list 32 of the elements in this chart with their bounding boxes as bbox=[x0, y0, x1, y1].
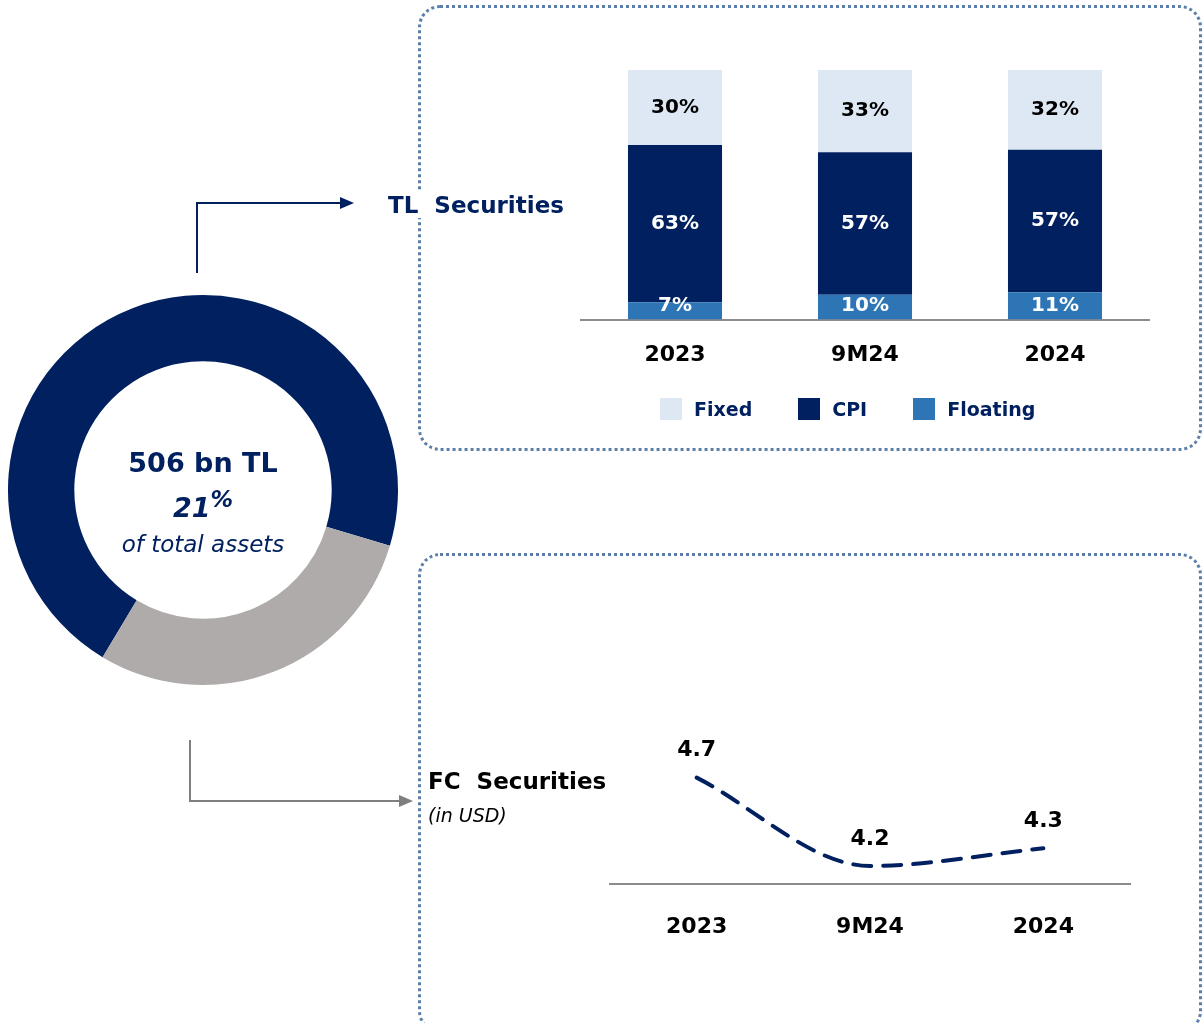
bar bbox=[627, 70, 723, 145]
data-label: 4.3 bbox=[1023, 807, 1063, 832]
text: 506 bn TL bbox=[127, 446, 279, 480]
chart-title: FC Securities bbox=[428, 768, 607, 794]
x-tick-label: 9M24 bbox=[831, 340, 899, 366]
legend-label: Floating bbox=[947, 398, 1036, 420]
x-tick-label: 2023 bbox=[644, 340, 706, 366]
data-label: 32% bbox=[1031, 96, 1079, 121]
data-label: 33% bbox=[841, 97, 889, 122]
data-label: 57% bbox=[1031, 207, 1079, 232]
x-tick-label: 2024 bbox=[1012, 912, 1074, 938]
text: (in USD) bbox=[428, 804, 507, 826]
bar bbox=[817, 152, 913, 295]
x-tick-label: 9M24 bbox=[836, 912, 904, 938]
data-label: 30% bbox=[651, 93, 699, 118]
data-label: 4.7 bbox=[677, 736, 717, 762]
data-label: 63% bbox=[651, 209, 699, 234]
x-tick-label: 2023 bbox=[666, 912, 728, 938]
data-label: 10% bbox=[841, 291, 889, 316]
x-tick-label: 2024 bbox=[1024, 340, 1086, 366]
bar bbox=[1007, 70, 1103, 150]
legend-label: Fixed bbox=[694, 398, 753, 420]
legend-label: CPI bbox=[832, 398, 868, 420]
text: of total assets bbox=[120, 530, 286, 559]
bar bbox=[1007, 149, 1103, 293]
data-label: 7% bbox=[658, 291, 692, 316]
data-label: 57% bbox=[841, 209, 889, 234]
text: TL Securities bbox=[388, 192, 564, 218]
data-label: 4.2 bbox=[850, 824, 890, 850]
bar bbox=[817, 70, 913, 153]
data-label: 11% bbox=[1031, 291, 1079, 316]
text: 21$^{%}$ bbox=[171, 485, 235, 525]
